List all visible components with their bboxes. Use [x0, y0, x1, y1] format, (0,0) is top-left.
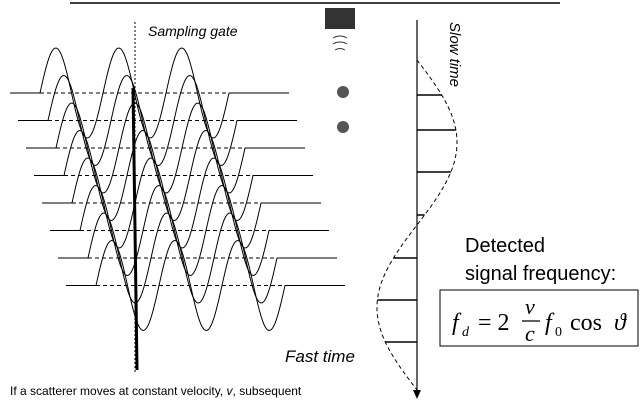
formula-symbol: 0 — [555, 325, 562, 340]
sampled-samples — [131, 87, 139, 371]
formula: f d = 2 v c f 0 cos ϑ — [452, 294, 627, 346]
formula-box — [439, 289, 639, 347]
caption-text: , subsequent — [233, 384, 302, 398]
trace — [18, 75, 297, 166]
transducer — [325, 8, 355, 29]
caption-text: If a scatterer moves at constant velocit… — [10, 384, 227, 398]
slow-time-signal — [376, 59, 458, 391]
fast-time-label: Fast time — [285, 347, 355, 366]
scatterer — [337, 121, 349, 133]
wave-fronts — [332, 35, 348, 51]
trace — [34, 130, 313, 221]
trace — [42, 157, 321, 249]
slow-time-label: Slow time — [446, 22, 463, 87]
trace — [26, 102, 305, 194]
detected-label: Detected — [465, 235, 545, 257]
formula-symbol: f — [545, 310, 555, 336]
formula-symbol: ϑ — [614, 310, 627, 336]
formula-symbol: c — [525, 321, 535, 346]
formula-symbol: f — [452, 310, 462, 336]
formula-symbol: v — [525, 294, 535, 319]
caption: If a scatterer moves at constant velocit… — [10, 384, 302, 398]
caption-text: v — [227, 384, 234, 398]
detected-label: signal frequency: — [465, 263, 616, 285]
scatterer — [337, 86, 349, 98]
trace — [66, 240, 345, 331]
trace — [58, 212, 337, 304]
trace — [10, 47, 289, 139]
formula-symbol: cos — [570, 310, 602, 336]
fast-time-traces — [10, 47, 345, 331]
axis-arrow — [413, 390, 421, 399]
sampling-gate-label: Sampling gate — [148, 23, 238, 39]
formula-symbol: = 2 — [478, 310, 510, 336]
formula-symbol: d — [462, 325, 470, 340]
trace — [50, 185, 329, 276]
slow-time-curve — [376, 59, 458, 391]
